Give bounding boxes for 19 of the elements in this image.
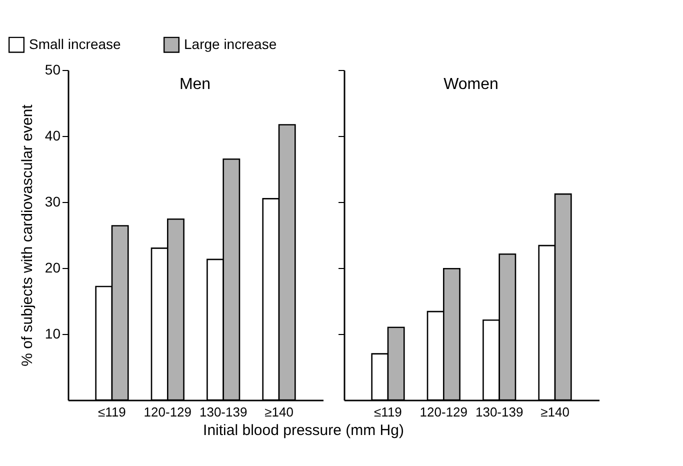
y-tick-label: 50 [44, 62, 61, 78]
chart-title: Women [444, 76, 498, 93]
y-axis-title: % of subjects with cardiovascular event [18, 104, 36, 366]
legend-label: Large increase [184, 36, 277, 52]
x-tick-label: ≥140 [264, 404, 294, 420]
y-tick-label: 40 [44, 128, 61, 144]
x-tick-label: 120-129 [144, 404, 192, 420]
x-tick-label: ≥140 [540, 404, 570, 420]
x-tick-label: 130-139 [199, 404, 248, 420]
x-tick-label: 130-139 [475, 404, 524, 420]
x-tick-label: 120-129 [420, 404, 468, 420]
y-tick-label: 30 [44, 194, 61, 210]
x-tick-label: ≤119 [98, 404, 126, 420]
x-axis-title: Initial blood pressure (mm Hg) [203, 422, 404, 439]
x-tick-label: ≤119 [374, 404, 402, 420]
y-tick-label: 10 [44, 326, 61, 342]
y-tick-label: 20 [44, 260, 61, 276]
legend-label: Small increase [29, 36, 122, 52]
chart-title: Men [179, 76, 211, 93]
